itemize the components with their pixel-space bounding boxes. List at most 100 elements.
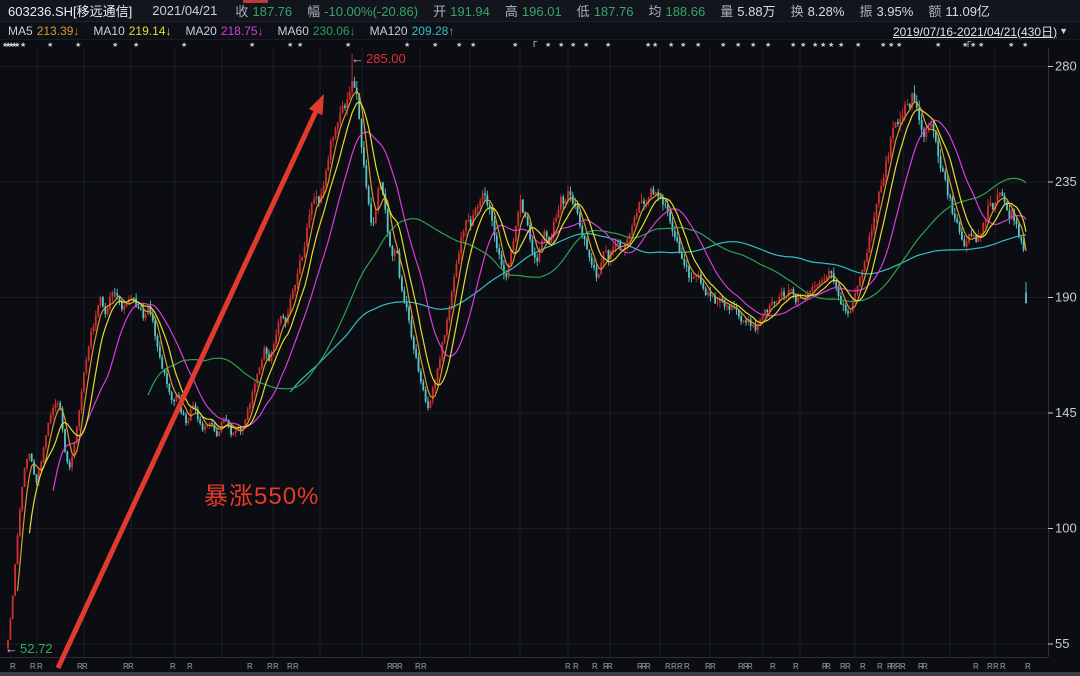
flag-marker-icon[interactable]: Γ xyxy=(967,40,972,49)
ma-readout-ma10: MA10 219.14↓ xyxy=(93,23,172,38)
announcement-star-icon[interactable]: ★ xyxy=(896,41,902,49)
announcement-star-icon[interactable]: ★ xyxy=(297,41,303,49)
announcement-star-icon[interactable]: ★ xyxy=(855,41,861,49)
announcement-star-icon[interactable]: ★ xyxy=(20,41,26,49)
margin-r-marker: R xyxy=(900,662,906,671)
candles-layer xyxy=(7,53,1027,650)
margin-r-marker: R xyxy=(77,662,83,671)
y-axis-tick-label: 280 xyxy=(1055,59,1077,74)
low-price-annotation: ← 52.72 xyxy=(5,641,53,656)
margin-r-marker: R xyxy=(1000,662,1006,671)
announcement-star-icon[interactable]: ★ xyxy=(978,41,984,49)
announcement-star-icon[interactable]: ★ xyxy=(545,41,551,49)
ma-readout-ma5: MA5 213.39↓ xyxy=(8,23,80,38)
margin-r-marker: R xyxy=(128,662,134,671)
announcement-star-icon[interactable]: ★ xyxy=(456,41,462,49)
margin-r-marker: R xyxy=(392,662,398,671)
announcement-star-icon[interactable]: ★ xyxy=(583,41,589,49)
left-arrow-icon: ← xyxy=(351,51,364,66)
announcement-star-icon[interactable]: ★ xyxy=(345,41,351,49)
y-axis-tick-label: 100 xyxy=(1055,521,1077,536)
announcement-star-icon[interactable]: ★ xyxy=(888,41,894,49)
announcement-star-icon[interactable]: ★ xyxy=(432,41,438,49)
announcement-star-icon[interactable]: ★ xyxy=(570,41,576,49)
margin-r-marker: R xyxy=(573,662,579,671)
announcement-star-icon[interactable]: ★ xyxy=(720,41,726,49)
announcement-star-icon[interactable]: ★ xyxy=(1022,41,1028,49)
announcement-star-icon[interactable]: ★ xyxy=(935,41,941,49)
quote-fields: 收 187.76 幅 -10.00%(-20.86) 开 191.94 高 196.01 低 18… xyxy=(235,1,1005,20)
announcement-star-icon[interactable]: ★ xyxy=(470,41,476,49)
announcement-star-icon[interactable]: ★ xyxy=(695,41,701,49)
quote-header-bar: 603236.SH[移远通信] 2021/04/21 收 187.76 幅 -10.0… xyxy=(0,0,1080,22)
margin-r-marker: R xyxy=(421,662,427,671)
announcement-star-icon[interactable]: ★ xyxy=(287,41,293,49)
announcement-star-icon[interactable]: ★ xyxy=(765,41,771,49)
ma-readout-ma20: MA20 218.75↓ xyxy=(185,23,264,38)
announcement-star-icon[interactable]: ★ xyxy=(668,41,674,49)
announcement-star-icon[interactable]: ★ xyxy=(645,41,651,49)
margin-r-marker: R xyxy=(665,662,671,671)
announcement-star-icon[interactable]: ★ xyxy=(75,41,81,49)
quote-field-1: 幅 -10.00%(-20.86) xyxy=(307,4,419,19)
margin-r-marker: R xyxy=(641,662,647,671)
announcement-star-icon[interactable]: ★ xyxy=(820,41,826,49)
surge-arrow-annotation xyxy=(55,94,324,670)
quote-date: 2021/04/21 xyxy=(152,3,218,18)
announcement-star-icon[interactable]: ★ xyxy=(735,41,741,49)
announcement-star-icon[interactable]: ★ xyxy=(750,41,756,49)
margin-r-marker: R xyxy=(890,662,896,671)
announcement-star-icon[interactable]: ★ xyxy=(828,41,834,49)
announcement-star-icon[interactable]: ★ xyxy=(47,41,53,49)
announcement-star-icon[interactable]: ★ xyxy=(680,41,686,49)
margin-r-marker: R xyxy=(82,662,88,671)
margin-r-marker: R xyxy=(895,662,901,671)
announcement-star-icon[interactable]: ★ xyxy=(112,41,118,49)
y-axis-tick-label: 145 xyxy=(1055,405,1077,420)
announcement-star-icon[interactable]: ★ xyxy=(838,41,844,49)
margin-r-marker: R xyxy=(637,662,643,671)
margin-r-marker: R xyxy=(293,662,299,671)
quote-field-8: 振 3.95% xyxy=(859,4,914,19)
announcement-star-icon[interactable]: ★ xyxy=(605,41,611,49)
margin-r-marker: R xyxy=(860,662,866,671)
margin-r-marker: R xyxy=(187,662,193,671)
announcement-star-icon[interactable]: ★ xyxy=(812,41,818,49)
announcement-star-icon[interactable]: ★ xyxy=(558,41,564,49)
margin-r-marker: R xyxy=(397,662,403,671)
event-markers-layer: ★★★★★ ★ ★ ★ ★ ★ ★ ★ ★ ★ ★ ★ ★ ★ ★ ★ ★ ★ ★ ★ ★ ★ ★ ★ ★ ★ ★ ★ ★ ★ ★ ★ ★ ★ ★ ★… xyxy=(2,40,1031,671)
margin-r-marker: R xyxy=(825,662,831,671)
announcement-star-icon[interactable]: ★ xyxy=(652,41,658,49)
date-range-selector[interactable]: 2019/07/16-2021/04/21(430日) ▼ xyxy=(893,22,1068,40)
announcement-star-icon[interactable]: ★ xyxy=(2,41,8,49)
window-bottom-edge xyxy=(0,672,1080,676)
announcement-star-icon[interactable]: ★ xyxy=(962,41,968,49)
announcement-star-icon[interactable]: ★ xyxy=(5,41,11,49)
announcement-star-icon[interactable]: ★ xyxy=(14,41,20,49)
announcement-star-icon[interactable]: ★ xyxy=(1008,41,1014,49)
announcement-star-icon[interactable]: ★ xyxy=(880,41,886,49)
margin-r-marker: R xyxy=(30,662,36,671)
margin-r-marker: R xyxy=(267,662,273,671)
ma60-line xyxy=(147,177,1027,396)
announcement-star-icon[interactable]: ★ xyxy=(800,41,806,49)
ma5-line xyxy=(16,89,1027,591)
announcement-star-icon[interactable]: ★ xyxy=(181,41,187,49)
y-axis-tick-label: 55 xyxy=(1055,636,1069,651)
announcement-star-icon[interactable]: ★ xyxy=(512,41,518,49)
announcement-star-icon[interactable]: ★ xyxy=(133,41,139,49)
announcement-star-icon[interactable]: ★ xyxy=(790,41,796,49)
margin-r-marker: R xyxy=(743,662,749,671)
announcement-star-icon[interactable]: ★ xyxy=(404,41,410,49)
margin-r-marker: R xyxy=(738,662,744,671)
price-axis: 280 235 190 145 100 55 xyxy=(0,48,1077,658)
ma-readout-ma120: MA120 209.28↑ xyxy=(369,23,455,38)
announcement-star-icon[interactable]: ★ xyxy=(249,41,255,49)
flag-marker-icon[interactable]: Γ xyxy=(533,40,538,49)
symbol-name: 603236.SH[移远通信] xyxy=(8,4,133,19)
announcement-star-icon[interactable]: ★ xyxy=(970,41,976,49)
ma120-line xyxy=(289,232,1027,393)
announcement-star-icon[interactable]: ★ xyxy=(8,41,14,49)
announcement-star-icon[interactable]: ★ xyxy=(11,41,17,49)
